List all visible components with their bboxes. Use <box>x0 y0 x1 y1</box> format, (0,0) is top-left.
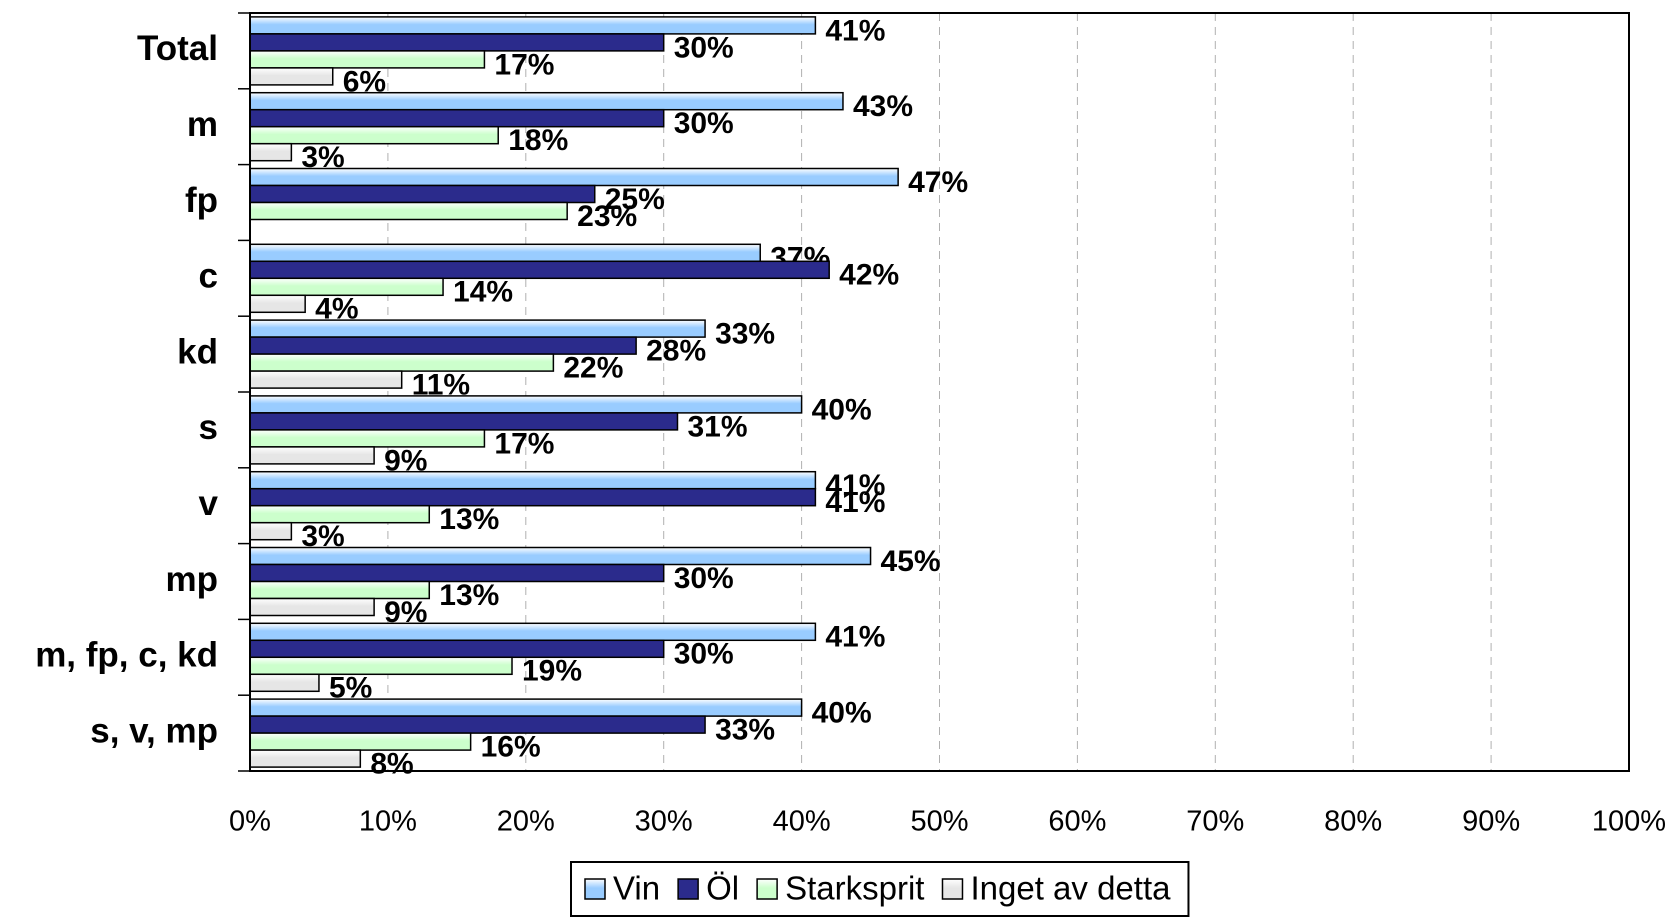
value-label: 28% <box>646 335 706 368</box>
legend-box <box>570 861 1190 917</box>
legend-label: Starksprit <box>785 870 924 907</box>
x-tick-label: 30% <box>635 806 693 838</box>
value-label: 16% <box>481 731 541 764</box>
bar <box>249 33 665 52</box>
category-label: s <box>199 408 218 447</box>
category-label: kd <box>177 332 218 371</box>
bar <box>249 639 665 659</box>
value-label: 30% <box>674 638 734 671</box>
x-tick-label: 100% <box>1592 806 1666 838</box>
value-label: 40% <box>812 697 872 730</box>
bar <box>249 546 872 566</box>
x-tick-label: 70% <box>1186 806 1244 838</box>
value-label: 17% <box>494 48 554 81</box>
value-label: 23% <box>577 200 637 233</box>
plot-border <box>249 12 1630 772</box>
legend-swatch <box>584 878 606 900</box>
value-label: 33% <box>715 318 775 351</box>
value-label: 40% <box>812 393 872 426</box>
category-label: s, v, mp <box>90 711 218 750</box>
value-label: 41% <box>825 14 885 47</box>
bar <box>249 446 375 465</box>
value-label: 31% <box>687 410 747 443</box>
value-label: 47% <box>908 166 968 199</box>
value-label: 25% <box>605 183 665 216</box>
category-label: m <box>187 105 218 144</box>
bar <box>249 184 596 204</box>
bar <box>249 167 899 187</box>
bar <box>249 319 706 338</box>
bar <box>249 656 513 676</box>
bar <box>249 125 499 145</box>
bar <box>249 715 706 734</box>
bar <box>249 294 306 314</box>
bar <box>249 108 665 128</box>
bar <box>249 243 761 263</box>
x-tick-label: 20% <box>497 806 555 838</box>
value-label: 17% <box>494 427 554 460</box>
value-label: 13% <box>439 503 499 536</box>
value-label: 19% <box>522 655 582 688</box>
value-label: 22% <box>563 352 623 385</box>
value-label: 43% <box>853 90 913 123</box>
bar <box>249 673 320 693</box>
value-label: 30% <box>674 31 734 64</box>
bar <box>249 732 472 751</box>
value-label: 45% <box>881 545 941 578</box>
legend: Vin Öl Starksprit Inget av detta <box>570 861 1190 917</box>
value-label: 42% <box>839 259 899 292</box>
value-label: 18% <box>508 124 568 157</box>
bar <box>249 487 817 507</box>
legend-swatch <box>941 878 964 900</box>
x-tick-label: 10% <box>359 806 417 838</box>
bar <box>249 597 375 617</box>
bar <box>249 749 362 768</box>
value-label: 41% <box>825 486 885 519</box>
bar <box>249 353 555 372</box>
value-label: 41% <box>825 621 885 654</box>
bar <box>249 470 817 490</box>
legend-label: Öl <box>706 870 739 907</box>
legend-label: Vin <box>613 870 660 907</box>
bar <box>249 521 293 541</box>
bar <box>249 201 568 221</box>
legend-label: Inget av detta <box>970 870 1171 907</box>
x-tick-label: 40% <box>773 806 831 838</box>
x-tick-label: 80% <box>1324 806 1382 838</box>
value-label: 33% <box>715 714 775 747</box>
category-label: Total <box>137 29 218 68</box>
x-tick-label: 90% <box>1462 806 1520 838</box>
bar <box>249 412 679 431</box>
category-label: c <box>199 257 218 296</box>
bar <box>249 67 334 86</box>
value-label: 41% <box>825 469 885 502</box>
x-tick-label: 60% <box>1048 806 1106 838</box>
category-label: fp <box>185 181 218 220</box>
legend-swatch <box>756 878 778 900</box>
bar <box>249 142 293 162</box>
value-label: 30% <box>674 107 734 140</box>
value-label: 14% <box>453 276 513 309</box>
category-label: m, fp, c, kd <box>35 636 218 675</box>
x-tick-label: 0% <box>229 806 271 838</box>
bar <box>249 260 830 280</box>
bar <box>249 370 403 389</box>
value-label: 30% <box>674 562 734 595</box>
value-label: 8% <box>370 748 413 781</box>
bar <box>249 91 844 111</box>
legend-swatch <box>677 878 699 900</box>
x-tick-label: 50% <box>910 806 968 838</box>
category-label: v <box>199 484 219 523</box>
category-label: mp <box>166 560 219 599</box>
value-label: 13% <box>439 579 499 612</box>
bar <box>249 429 486 448</box>
